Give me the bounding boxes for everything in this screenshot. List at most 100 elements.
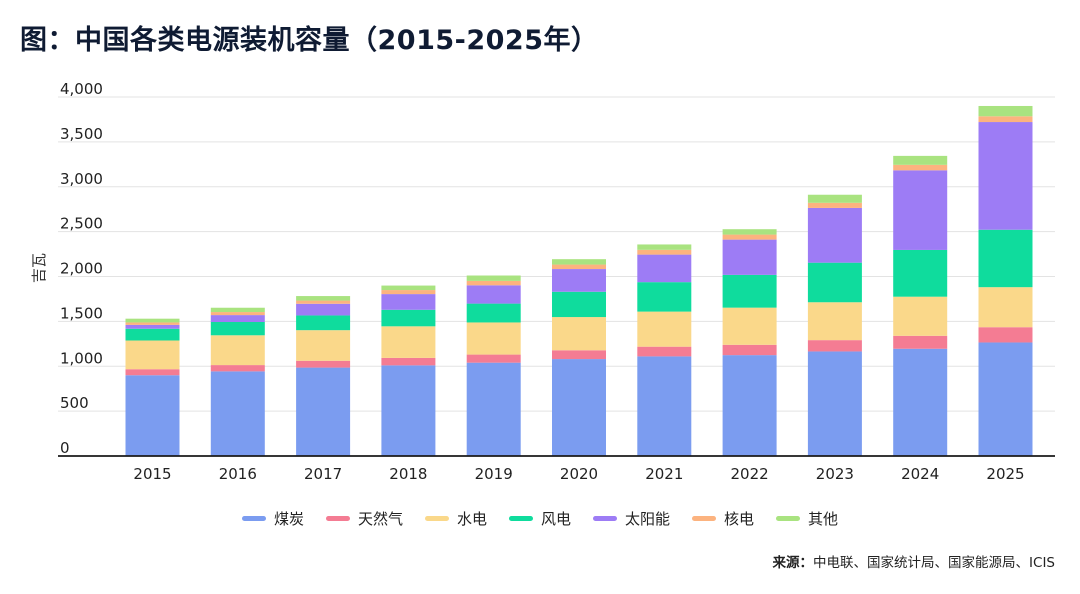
bar-segment xyxy=(722,274,777,308)
legend-swatch xyxy=(593,516,617,521)
bar-segment xyxy=(381,285,436,291)
axes: 0 500 1,000 1,500 2,000 2,500 3,000 3,500 4,000 2… xyxy=(58,80,1055,483)
bar-segment xyxy=(296,300,351,304)
bar-segment xyxy=(552,350,606,360)
x-tick-label: 2019 xyxy=(475,465,513,483)
bar-stack-2016 xyxy=(210,307,265,456)
bar-segment xyxy=(978,116,1033,123)
legend-swatch xyxy=(508,516,533,521)
y-tick-label: 4,000 xyxy=(60,80,103,98)
bar-segment xyxy=(978,105,1033,117)
chart-title: 图：中国各类电源装机容量（2015-2025年） xyxy=(20,25,599,56)
bar-segment xyxy=(125,375,180,456)
x-tick-label: 2020 xyxy=(560,465,598,483)
bar-segment xyxy=(807,262,862,303)
bar-segment xyxy=(381,290,436,295)
legend-item: 核电 xyxy=(692,508,754,529)
bar-segment xyxy=(296,296,351,301)
bar-segment xyxy=(210,371,265,456)
bar-segment xyxy=(296,367,351,456)
legend-item: 水电 xyxy=(424,508,487,529)
legend-label: 太阳能 xyxy=(625,510,671,528)
bar-segment xyxy=(893,170,948,250)
bar-segment xyxy=(466,354,521,363)
bar-stack-2022 xyxy=(722,229,777,456)
y-tick-label: 0 xyxy=(60,439,70,457)
legend-swatch xyxy=(325,516,350,521)
bar-segment xyxy=(210,307,265,313)
y-tick-label: 3,500 xyxy=(60,125,103,143)
bar-segment xyxy=(637,346,692,357)
bar-segment xyxy=(381,357,436,366)
bar-segment xyxy=(552,317,606,351)
bar-segment xyxy=(637,282,692,312)
bar-segment xyxy=(893,249,948,297)
x-tick-label: 2021 xyxy=(645,465,683,483)
legend-item: 其他 xyxy=(776,508,838,529)
bar-segment xyxy=(893,348,948,456)
bar-segment xyxy=(552,291,606,318)
bar-segment xyxy=(381,365,436,456)
bar-segment xyxy=(296,315,351,331)
bar-segment xyxy=(210,312,265,316)
bar-segment xyxy=(125,322,180,325)
y-tick-label: 2,000 xyxy=(60,260,103,278)
bar-segment xyxy=(807,340,862,352)
bar-segment xyxy=(978,287,1033,328)
bar-segment xyxy=(807,202,862,208)
bar-segment xyxy=(466,303,521,323)
x-tick-label: 2018 xyxy=(389,465,427,483)
x-tick-label: 2024 xyxy=(901,465,939,483)
bar-segment xyxy=(637,254,692,283)
legend-label: 天然气 xyxy=(357,510,403,528)
bar-segment xyxy=(552,269,606,292)
bar-segment xyxy=(125,318,180,323)
bar-stack-2024 xyxy=(893,155,948,456)
bar-segment xyxy=(210,315,265,323)
legend-item: 太阳能 xyxy=(593,508,670,529)
y-tick-label: 1,000 xyxy=(60,349,103,367)
x-tick-label: 2022 xyxy=(731,465,769,483)
bar-stacks xyxy=(125,105,1033,456)
y-tick-label: 3,000 xyxy=(60,170,103,188)
source-text: 中电联、国家统计局、国家能源局、ICIS xyxy=(813,555,1055,571)
bar-segment xyxy=(466,322,521,355)
bar-segment xyxy=(807,194,862,203)
legend-swatch xyxy=(776,516,801,521)
chart-plot: 0 500 1,000 1,500 2,000 2,500 3,000 3,500 4,000 2… xyxy=(30,80,1055,483)
bar-segment xyxy=(637,311,692,347)
bar-segment xyxy=(381,309,436,327)
x-tick-label: 2023 xyxy=(816,465,854,483)
bar-segment xyxy=(893,164,948,171)
bar-segment xyxy=(466,275,521,281)
legend-swatch xyxy=(424,516,449,521)
bar-segment xyxy=(637,356,692,456)
x-tick-label: 2025 xyxy=(986,465,1024,483)
bar-segment xyxy=(381,326,436,358)
y-tick-label: 500 xyxy=(60,394,89,412)
bar-segment xyxy=(807,351,862,456)
bar-stack-2017 xyxy=(296,296,351,456)
bar-segment xyxy=(722,234,777,240)
bar-segment xyxy=(210,322,265,336)
bar-segment xyxy=(807,302,862,341)
bar-segment xyxy=(978,122,1033,230)
bar-segment xyxy=(125,340,180,370)
bar-stack-2019 xyxy=(466,275,521,456)
bar-segment xyxy=(722,239,777,275)
bar-segment xyxy=(125,324,180,329)
source-label: 来源： xyxy=(772,555,814,571)
bar-segment xyxy=(893,155,948,165)
bar-segment xyxy=(722,355,777,456)
bar-segment xyxy=(722,344,777,356)
legend-label: 风电 xyxy=(540,510,571,528)
bar-segment xyxy=(466,362,521,456)
legend-label: 其他 xyxy=(808,510,839,528)
bar-stack-2025 xyxy=(978,105,1033,456)
legend-label: 煤炭 xyxy=(273,510,304,528)
bar-segment xyxy=(978,327,1033,343)
bar-segment xyxy=(296,330,351,361)
legend-label: 核电 xyxy=(724,510,755,528)
bar-segment xyxy=(552,264,606,270)
bar-segment xyxy=(893,335,948,349)
